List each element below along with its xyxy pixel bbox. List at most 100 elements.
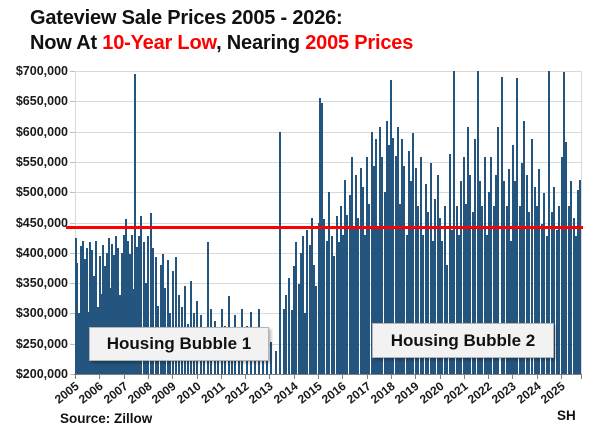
bar bbox=[550, 211, 553, 374]
y-tick bbox=[70, 132, 75, 133]
bar bbox=[455, 205, 458, 374]
plot-border-right bbox=[581, 71, 582, 374]
annotation-housing-bubble-1: Housing Bubble 1 bbox=[89, 327, 269, 361]
bar bbox=[105, 252, 108, 374]
bar bbox=[312, 264, 315, 374]
bar bbox=[154, 257, 157, 374]
y-axis-label: $300,000 bbox=[15, 306, 68, 320]
x-tick bbox=[269, 375, 271, 379]
x-tick bbox=[512, 375, 514, 379]
bar bbox=[353, 225, 355, 374]
bar bbox=[94, 240, 97, 374]
bar bbox=[567, 205, 570, 374]
bar bbox=[285, 295, 288, 374]
bar bbox=[350, 157, 353, 374]
bar bbox=[342, 234, 345, 374]
y-tick bbox=[70, 344, 75, 345]
chart-title: Gateview Sale Prices 2005 - 2026: Now At… bbox=[30, 6, 413, 56]
bar bbox=[409, 181, 412, 374]
bar bbox=[297, 284, 300, 374]
bar bbox=[405, 234, 408, 374]
x-tick bbox=[366, 375, 368, 379]
x-tick bbox=[439, 375, 441, 379]
bar bbox=[325, 240, 328, 374]
bar bbox=[366, 157, 369, 374]
bar bbox=[363, 234, 366, 374]
bar bbox=[401, 138, 404, 374]
bar bbox=[328, 192, 331, 374]
bar bbox=[570, 181, 573, 374]
bar bbox=[372, 166, 375, 374]
x-tick bbox=[99, 375, 101, 379]
bar bbox=[392, 137, 395, 374]
y-axis-label: $350,000 bbox=[15, 276, 68, 290]
bar bbox=[121, 252, 124, 374]
x-tick bbox=[536, 375, 538, 379]
y-tick bbox=[70, 223, 75, 224]
source-label: Source: Zillow bbox=[60, 411, 153, 426]
bar bbox=[431, 240, 434, 374]
x-tick bbox=[463, 375, 465, 379]
bar bbox=[152, 247, 155, 374]
bar bbox=[270, 341, 273, 374]
bar bbox=[530, 138, 533, 374]
bar bbox=[457, 234, 460, 374]
bar bbox=[128, 254, 131, 374]
bar bbox=[451, 229, 454, 374]
bar bbox=[407, 150, 410, 374]
x-tick bbox=[196, 375, 198, 379]
bar bbox=[538, 169, 541, 374]
bar bbox=[282, 308, 285, 374]
bar bbox=[527, 211, 530, 374]
bar bbox=[123, 234, 126, 374]
y-tick bbox=[70, 283, 75, 284]
bar bbox=[427, 211, 430, 374]
x-tick bbox=[342, 375, 344, 379]
bar bbox=[346, 214, 349, 374]
bar bbox=[206, 241, 209, 374]
bar bbox=[490, 157, 493, 374]
bar bbox=[265, 349, 268, 374]
y-tick bbox=[70, 162, 75, 163]
bar bbox=[494, 175, 497, 374]
bar bbox=[511, 144, 514, 374]
bar bbox=[130, 234, 133, 374]
x-tick bbox=[123, 375, 125, 379]
bar bbox=[291, 310, 294, 374]
y-tick bbox=[70, 71, 75, 72]
bar bbox=[522, 120, 525, 374]
bar bbox=[403, 166, 406, 374]
bar bbox=[471, 211, 474, 374]
bar bbox=[516, 78, 519, 374]
bar bbox=[565, 141, 568, 374]
bar bbox=[508, 169, 511, 374]
bar bbox=[357, 217, 360, 374]
chart-title-line2: Now At 10-Year Low, Nearing 2005 Prices bbox=[30, 31, 413, 56]
bar bbox=[377, 228, 380, 374]
y-axis-label: $500,000 bbox=[15, 185, 68, 199]
bar bbox=[274, 350, 277, 374]
bar bbox=[414, 167, 417, 374]
bar bbox=[98, 255, 101, 374]
y-tick bbox=[70, 192, 75, 193]
bar bbox=[429, 163, 432, 374]
bar bbox=[412, 132, 415, 374]
x-tick bbox=[415, 375, 417, 379]
annotation-housing-bubble-2: Housing Bubble 2 bbox=[372, 323, 554, 358]
bar bbox=[85, 247, 88, 374]
bar bbox=[417, 205, 420, 374]
bar bbox=[74, 237, 77, 374]
bar bbox=[388, 144, 390, 374]
bar bbox=[361, 187, 364, 374]
bar bbox=[310, 217, 313, 374]
bar bbox=[462, 157, 465, 374]
bar bbox=[113, 255, 116, 374]
bar bbox=[469, 175, 472, 374]
bar bbox=[288, 278, 291, 374]
bar bbox=[446, 264, 449, 374]
bar bbox=[555, 229, 558, 374]
bar bbox=[308, 244, 311, 374]
bar bbox=[136, 246, 139, 374]
bar bbox=[83, 258, 86, 374]
y-axis-label: $650,000 bbox=[15, 94, 68, 108]
